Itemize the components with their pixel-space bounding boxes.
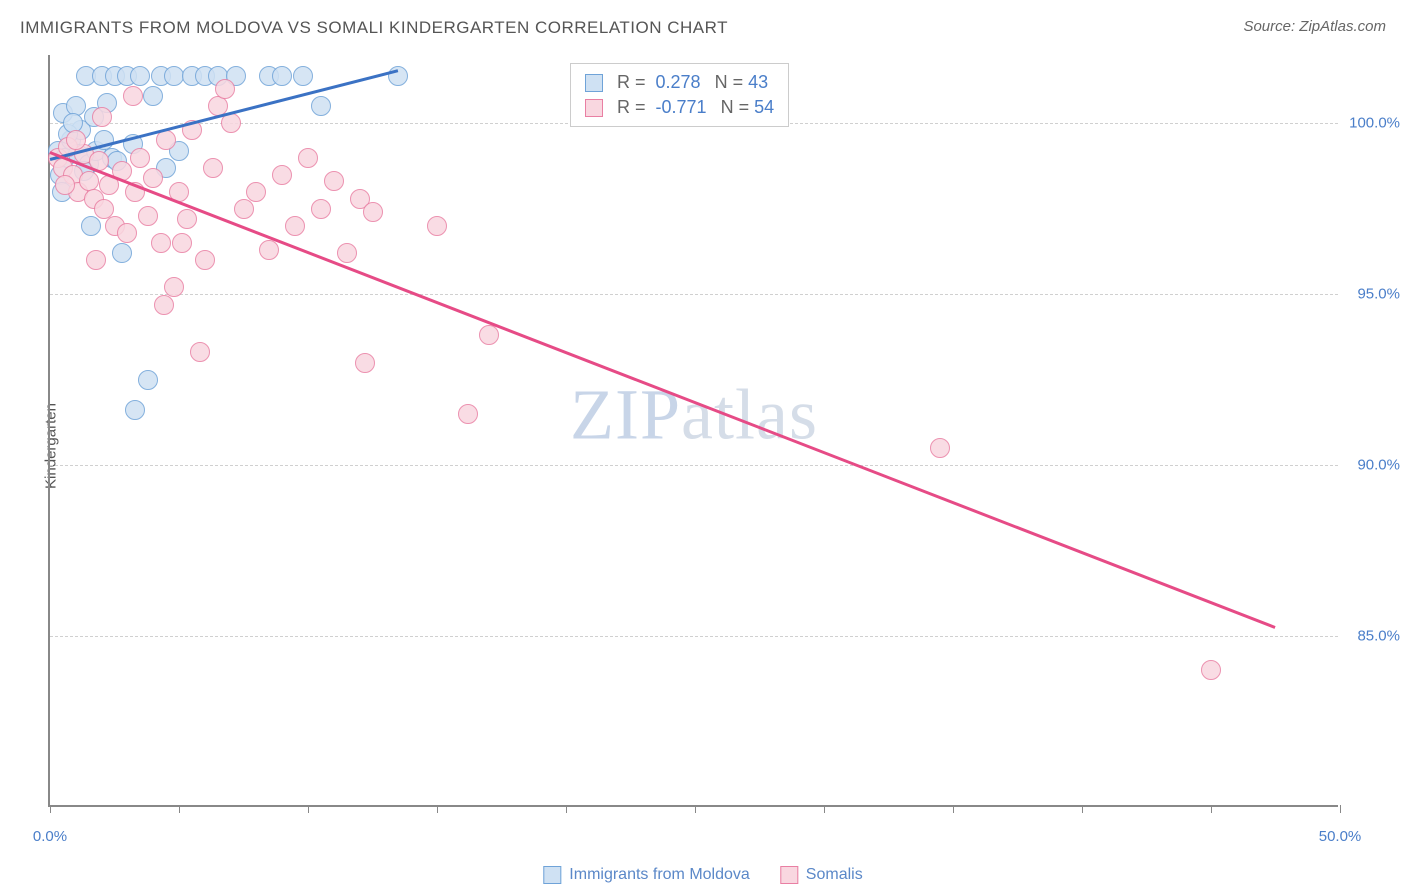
gridline-h	[50, 465, 1338, 466]
scatter-point	[130, 148, 150, 168]
scatter-point	[164, 66, 184, 86]
scatter-point	[154, 295, 174, 315]
scatter-point	[138, 206, 158, 226]
scatter-point	[112, 243, 132, 263]
scatter-point	[195, 250, 215, 270]
legend-label: Somalis	[806, 866, 863, 883]
x-tick	[308, 805, 309, 813]
scatter-point	[388, 66, 408, 86]
scatter-point	[272, 165, 292, 185]
legend-r-value: R = 0.278	[617, 72, 701, 93]
scatter-point	[479, 325, 499, 345]
scatter-point	[151, 233, 171, 253]
scatter-point	[311, 96, 331, 116]
legend-swatch	[543, 866, 561, 884]
x-tick	[179, 805, 180, 813]
scatter-point	[221, 113, 241, 133]
scatter-point	[81, 216, 101, 236]
scatter-point	[246, 182, 266, 202]
x-tick	[1082, 805, 1083, 813]
scatter-point	[427, 216, 447, 236]
scatter-point	[458, 404, 478, 424]
scatter-point	[66, 130, 86, 150]
scatter-point	[324, 171, 344, 191]
scatter-point	[234, 199, 254, 219]
trend-line	[50, 151, 1276, 628]
watermark-bold: ZIP	[570, 375, 681, 455]
scatter-point	[177, 209, 197, 229]
watermark: ZIPatlas	[570, 374, 818, 457]
scatter-point	[259, 240, 279, 260]
y-tick-label: 100.0%	[1349, 115, 1400, 132]
legend-r-value: R = -0.771	[617, 97, 707, 118]
gridline-h	[50, 294, 1338, 295]
source-label: Source: ZipAtlas.com	[1243, 18, 1386, 35]
scatter-point	[355, 353, 375, 373]
x-tick-label: 50.0%	[1319, 828, 1362, 845]
scatter-point	[138, 370, 158, 390]
y-tick-label: 95.0%	[1357, 286, 1400, 303]
scatter-point	[215, 79, 235, 99]
chart-title: IMMIGRANTS FROM MOLDOVA VS SOMALI KINDER…	[20, 18, 728, 38]
scatter-point	[272, 66, 292, 86]
scatter-point	[143, 168, 163, 188]
legend-swatch	[585, 99, 603, 117]
scatter-point	[117, 223, 137, 243]
scatter-point	[190, 342, 210, 362]
scatter-point	[311, 199, 331, 219]
scatter-point	[86, 250, 106, 270]
legend-n-value: N = 43	[715, 72, 769, 93]
gridline-h	[50, 636, 1338, 637]
scatter-point	[285, 216, 305, 236]
x-tick	[824, 805, 825, 813]
legend-item: Immigrants from Moldova	[543, 866, 750, 884]
plot-area: ZIPatlas 85.0%90.0%95.0%100.0%0.0%50.0%R…	[48, 55, 1338, 807]
scatter-point	[55, 175, 75, 195]
scatter-point	[363, 202, 383, 222]
legend-swatch	[780, 866, 798, 884]
legend-n-value: N = 54	[721, 97, 775, 118]
y-tick-label: 90.0%	[1357, 457, 1400, 474]
x-tick	[695, 805, 696, 813]
x-tick	[437, 805, 438, 813]
scatter-point	[143, 86, 163, 106]
legend-stats: R = 0.278 N = 43 R = -0.771 N = 54	[570, 63, 789, 127]
scatter-point	[92, 107, 112, 127]
scatter-point	[125, 400, 145, 420]
x-tick	[1211, 805, 1212, 813]
x-tick	[566, 805, 567, 813]
scatter-point	[123, 86, 143, 106]
scatter-point	[203, 158, 223, 178]
scatter-point	[298, 148, 318, 168]
scatter-point	[130, 66, 150, 86]
scatter-point	[1201, 660, 1221, 680]
scatter-point	[293, 66, 313, 86]
scatter-point	[156, 130, 176, 150]
legend-swatch	[585, 74, 603, 92]
legend-item: Somalis	[780, 866, 863, 884]
legend-bottom: Immigrants from Moldova Somalis	[543, 866, 862, 884]
y-tick-label: 85.0%	[1357, 628, 1400, 645]
scatter-point	[337, 243, 357, 263]
scatter-point	[930, 438, 950, 458]
x-tick	[1340, 805, 1341, 813]
x-tick	[953, 805, 954, 813]
legend-stats-row: R = 0.278 N = 43	[585, 70, 774, 95]
x-tick	[50, 805, 51, 813]
legend-label: Immigrants from Moldova	[569, 866, 750, 883]
legend-stats-row: R = -0.771 N = 54	[585, 95, 774, 120]
x-tick-label: 0.0%	[33, 828, 67, 845]
scatter-point	[172, 233, 192, 253]
